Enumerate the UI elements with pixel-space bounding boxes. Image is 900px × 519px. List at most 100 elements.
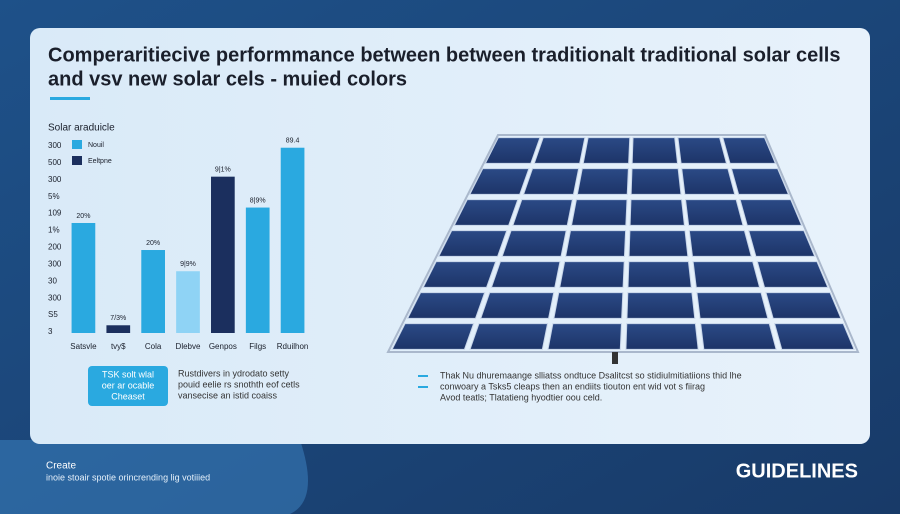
panel-cell	[696, 292, 769, 319]
panel-cell	[559, 261, 625, 288]
brand: GUIDELINES	[736, 460, 858, 482]
legend-label: Nouil	[88, 142, 104, 149]
x-tick-label: Genpos	[209, 342, 237, 351]
bar	[245, 207, 270, 333]
panel-cell	[422, 261, 497, 288]
bar-label: 7/3%	[110, 315, 126, 322]
y-axis-text: 30	[48, 276, 57, 285]
x-tick-label: Filgs	[249, 342, 266, 351]
bar-label: 20%	[76, 213, 90, 220]
x-tick-label: Rduilhon	[277, 342, 309, 351]
y-axis-text: 300	[48, 259, 62, 268]
panel-cell	[773, 323, 855, 350]
panel-cell	[756, 261, 829, 288]
panel-cell	[480, 292, 555, 319]
bar	[106, 325, 131, 333]
panel-cell	[628, 230, 689, 257]
callout-text: Rustdivers in ydrodato setty	[178, 368, 290, 378]
bar	[176, 271, 200, 333]
callout-badge	[88, 366, 168, 406]
panel-cell	[688, 230, 752, 257]
panel-cell	[564, 230, 627, 257]
badge-text: Cheaset	[111, 391, 145, 401]
x-tick-label: tvy$	[111, 342, 126, 351]
chart-title: Solar araduicle	[48, 123, 115, 134]
title-line: Comperaritiecive performmance between be…	[48, 44, 840, 66]
badge-text: oer ar ocable	[102, 380, 155, 390]
panel-cell	[677, 137, 728, 164]
panel-cell	[631, 137, 679, 164]
footer-heading: Create	[46, 461, 76, 472]
y-axis-text: S5	[48, 310, 58, 319]
panel-cell	[484, 137, 541, 164]
panel-cell	[629, 199, 686, 226]
panel-cell	[765, 292, 842, 319]
y-axis-text: 1%	[48, 226, 60, 235]
panel-cell	[681, 168, 736, 195]
panel-cell	[625, 323, 699, 350]
note: conwoary a Tsks5 cleaps then an endiits …	[440, 381, 705, 391]
panel-cell	[391, 323, 475, 350]
panel-cell	[630, 168, 682, 195]
bar	[280, 147, 305, 333]
panel-cell	[406, 292, 486, 319]
panel-stand	[612, 352, 618, 364]
y-axis-text: 500	[48, 158, 62, 167]
panel-cell	[626, 292, 696, 319]
panel-cell	[522, 168, 580, 195]
panel-cell	[576, 168, 629, 195]
panel-cell	[437, 230, 508, 257]
title-line: and vsv new solar cels - muied colors	[48, 68, 407, 90]
note: Avod teatls; Tlatatieng hyodtier oou cel…	[440, 392, 602, 402]
x-tick-label: Dlebve	[176, 342, 201, 351]
y-axis-text: 5%	[48, 192, 60, 201]
bar	[211, 176, 235, 333]
panel-cell	[684, 199, 744, 226]
panel-cell	[469, 323, 549, 350]
bar-label: 8|9%	[250, 197, 266, 204]
y-axis-text: 300	[48, 175, 62, 184]
panel-cell	[627, 261, 692, 288]
bar-label: 9|1%	[215, 167, 231, 174]
x-tick-label: Cola	[145, 342, 162, 351]
panel-cell	[469, 168, 530, 195]
solar-panel	[386, 134, 860, 353]
footer-text: inoie stoair spotie orincrending lig vot…	[46, 472, 210, 482]
panel-cell	[490, 261, 561, 288]
callout-text: vansecise an istid coaiss	[178, 390, 278, 400]
legend-label: Eeltpne	[88, 158, 112, 165]
panel-cell	[501, 230, 567, 257]
y-axis-text: 300	[48, 293, 62, 302]
bar-label: 89.4	[286, 138, 300, 145]
panel-cell	[547, 323, 622, 350]
badge-text: TSK solt wlal	[102, 369, 154, 379]
panel-cell	[570, 199, 628, 226]
callout-text: pouid eelie rs snothth eof cetls	[178, 379, 300, 389]
y-axis-text: 109	[48, 209, 62, 218]
legend-swatch	[72, 140, 82, 149]
panel-cell	[553, 292, 624, 319]
y-axis-text: 200	[48, 243, 62, 252]
bar-label: 20%	[146, 240, 160, 247]
panel-cell	[722, 137, 777, 164]
panel-cell	[512, 199, 574, 226]
panel-cell	[453, 199, 519, 226]
x-tick-label: Satsvle	[70, 342, 97, 351]
note: Thak Nu dhuremaange slliatss ondtuce Dsa…	[440, 370, 742, 380]
panel-cell	[700, 323, 777, 350]
panel-cell	[533, 137, 586, 164]
footer-panel	[0, 440, 308, 514]
y-axis-text: 300	[48, 141, 62, 150]
panel-cell	[692, 261, 761, 288]
panel-cell	[730, 168, 790, 195]
legend-swatch	[72, 156, 82, 165]
panel-cell	[748, 230, 816, 257]
bar	[71, 222, 96, 333]
bar	[141, 250, 165, 333]
y-axis-text: 3	[48, 327, 53, 336]
bar-label: 9|9%	[180, 261, 196, 268]
panel-cell	[739, 199, 803, 226]
panel-frame	[386, 134, 860, 353]
title-underline	[50, 97, 90, 100]
